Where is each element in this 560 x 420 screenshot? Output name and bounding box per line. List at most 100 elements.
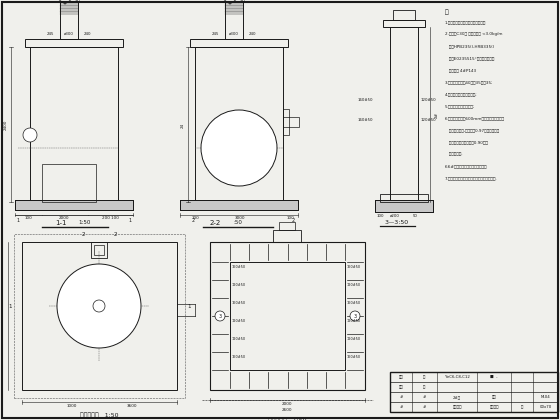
Text: 6.6#钢筋在施工时应固定好钢筋；: 6.6#钢筋在施工时应固定好钢筋； bbox=[445, 164, 488, 168]
Bar bbox=[283, 109, 289, 135]
Text: 2.混凝土C30级 地基承载力 <3.0kg/m: 2.混凝土C30级 地基承载力 <3.0kg/m bbox=[445, 32, 502, 36]
Text: 120#50: 120#50 bbox=[421, 118, 437, 122]
Text: 160#50: 160#50 bbox=[347, 265, 361, 269]
Text: 120#50: 120#50 bbox=[421, 98, 437, 102]
Bar bbox=[390, 372, 558, 412]
Text: 160#50: 160#50 bbox=[347, 355, 361, 359]
Text: M-04: M-04 bbox=[540, 395, 550, 399]
Text: ø300: ø300 bbox=[64, 32, 74, 36]
Text: 100: 100 bbox=[24, 216, 32, 220]
Text: 3: 3 bbox=[353, 313, 357, 318]
Text: 2000: 2000 bbox=[59, 216, 69, 220]
Text: 120#50: 120#50 bbox=[232, 319, 246, 323]
Text: 2: 2 bbox=[81, 231, 85, 236]
Text: 160#50: 160#50 bbox=[232, 355, 246, 359]
Text: #: # bbox=[399, 395, 403, 399]
Text: 3—3:50: 3—3:50 bbox=[385, 220, 409, 226]
Bar bbox=[273, 230, 301, 242]
Text: 图纸类别: 图纸类别 bbox=[489, 405, 499, 409]
Bar bbox=[190, 39, 288, 47]
Text: 1.标注尺寸以毫米计，标高以米计；: 1.标注尺寸以毫米计，标高以米计； bbox=[445, 20, 486, 24]
Text: ±0: ±0 bbox=[75, 0, 81, 3]
Text: 焊条E0235515°钢筋焊接时焊缝: 焊条E0235515°钢筋焊接时焊缝 bbox=[445, 56, 494, 60]
Text: 24: 24 bbox=[181, 123, 185, 128]
Text: 3: 3 bbox=[218, 313, 222, 318]
Text: 图别: 图别 bbox=[399, 385, 403, 389]
Bar bbox=[180, 200, 298, 210]
Text: 1000: 1000 bbox=[67, 404, 77, 408]
Text: 2400: 2400 bbox=[4, 120, 8, 130]
Bar bbox=[283, 117, 299, 127]
Text: 6.混凝土浇筑分层600mm，振捣密实，振捣时: 6.混凝土浇筑分层600mm，振捣密实，振捣时 bbox=[445, 116, 505, 120]
Text: 核: 核 bbox=[423, 375, 426, 379]
Bar bbox=[375, 200, 433, 212]
Text: 120#50: 120#50 bbox=[347, 337, 361, 341]
Text: ■  -: ■ - bbox=[491, 375, 498, 379]
Circle shape bbox=[23, 128, 37, 142]
Bar bbox=[94, 245, 104, 255]
Bar bbox=[230, 262, 345, 370]
Text: ±0: ±0 bbox=[240, 0, 246, 3]
Circle shape bbox=[350, 311, 360, 321]
Text: ø2400: ø2400 bbox=[0, 310, 2, 323]
Text: 制试验报告.: 制试验报告. bbox=[445, 152, 463, 156]
Text: 3600: 3600 bbox=[127, 404, 137, 408]
Text: 1-1: 1-1 bbox=[55, 220, 67, 226]
Text: 240: 240 bbox=[248, 32, 256, 36]
Text: 120#50: 120#50 bbox=[232, 283, 246, 287]
Bar bbox=[22, 242, 177, 390]
Bar bbox=[195, 47, 283, 202]
Bar bbox=[15, 200, 133, 210]
Text: 1: 1 bbox=[187, 304, 190, 309]
Bar bbox=[14, 234, 185, 398]
Text: 2-2: 2-2 bbox=[210, 220, 221, 226]
Bar bbox=[60, 1, 78, 39]
Text: 1: 1 bbox=[8, 304, 12, 309]
Text: #: # bbox=[423, 405, 426, 409]
Text: 2#期: 2#期 bbox=[453, 395, 461, 399]
Text: 3000: 3000 bbox=[235, 216, 245, 220]
Text: 5.盖板预制混凝土强度达;: 5.盖板预制混凝土强度达; bbox=[445, 104, 475, 108]
Text: 比: 比 bbox=[521, 405, 523, 409]
Bar bbox=[180, 200, 298, 210]
Text: 160#50: 160#50 bbox=[232, 265, 246, 269]
Bar bbox=[393, 10, 415, 20]
Text: 160#50: 160#50 bbox=[357, 98, 373, 102]
Text: 2: 2 bbox=[192, 218, 194, 223]
Text: 160#50: 160#50 bbox=[357, 118, 373, 122]
Text: 245: 245 bbox=[211, 32, 219, 36]
Text: 1: 1 bbox=[16, 218, 20, 223]
Text: 1:50: 1:50 bbox=[78, 220, 90, 226]
Text: 1: 1 bbox=[128, 218, 132, 223]
Text: 钢筋HPB235(),HRB335(): 钢筋HPB235(),HRB335() bbox=[445, 44, 494, 48]
Bar bbox=[15, 200, 133, 210]
Circle shape bbox=[215, 311, 225, 321]
Bar bbox=[390, 27, 418, 202]
Text: 井壁配筋图   1:50: 井壁配筋图 1:50 bbox=[268, 417, 306, 420]
Text: YeC6,C8,C12: YeC6,C8,C12 bbox=[445, 375, 470, 379]
Bar bbox=[210, 242, 365, 390]
Text: 100: 100 bbox=[191, 216, 199, 220]
Text: :50: :50 bbox=[233, 220, 242, 226]
Text: 120#50: 120#50 bbox=[347, 319, 361, 323]
Text: 240: 240 bbox=[83, 32, 91, 36]
Text: 2000: 2000 bbox=[282, 402, 292, 406]
Text: 100: 100 bbox=[376, 214, 384, 218]
Bar bbox=[279, 222, 295, 230]
Text: #: # bbox=[423, 395, 426, 399]
Bar bbox=[383, 20, 425, 27]
Text: ø300: ø300 bbox=[229, 32, 239, 36]
Text: 最低厚度 4#P143: 最低厚度 4#P143 bbox=[445, 68, 476, 72]
Text: 设计阶段: 设计阶段 bbox=[452, 405, 462, 409]
Bar bbox=[25, 39, 123, 47]
Bar bbox=[375, 200, 433, 212]
Text: 3.保护层厚度：底40，壁35，顶35;: 3.保护层厚度：底40，壁35，顶35; bbox=[445, 80, 493, 84]
Text: ø200: ø200 bbox=[390, 214, 400, 218]
Text: 的通过性和稳定性达到0.90，而: 的通过性和稳定性达到0.90，而 bbox=[445, 140, 488, 144]
Text: 2: 2 bbox=[113, 231, 116, 236]
Text: 160#50: 160#50 bbox=[347, 301, 361, 305]
Text: 图别: 图别 bbox=[399, 375, 403, 379]
Bar bbox=[225, 1, 243, 39]
Text: 2#: 2# bbox=[435, 112, 439, 118]
Text: 不得触动钢筋,自密实度0.97，混凝土填充: 不得触动钢筋,自密实度0.97，混凝土填充 bbox=[445, 128, 499, 132]
